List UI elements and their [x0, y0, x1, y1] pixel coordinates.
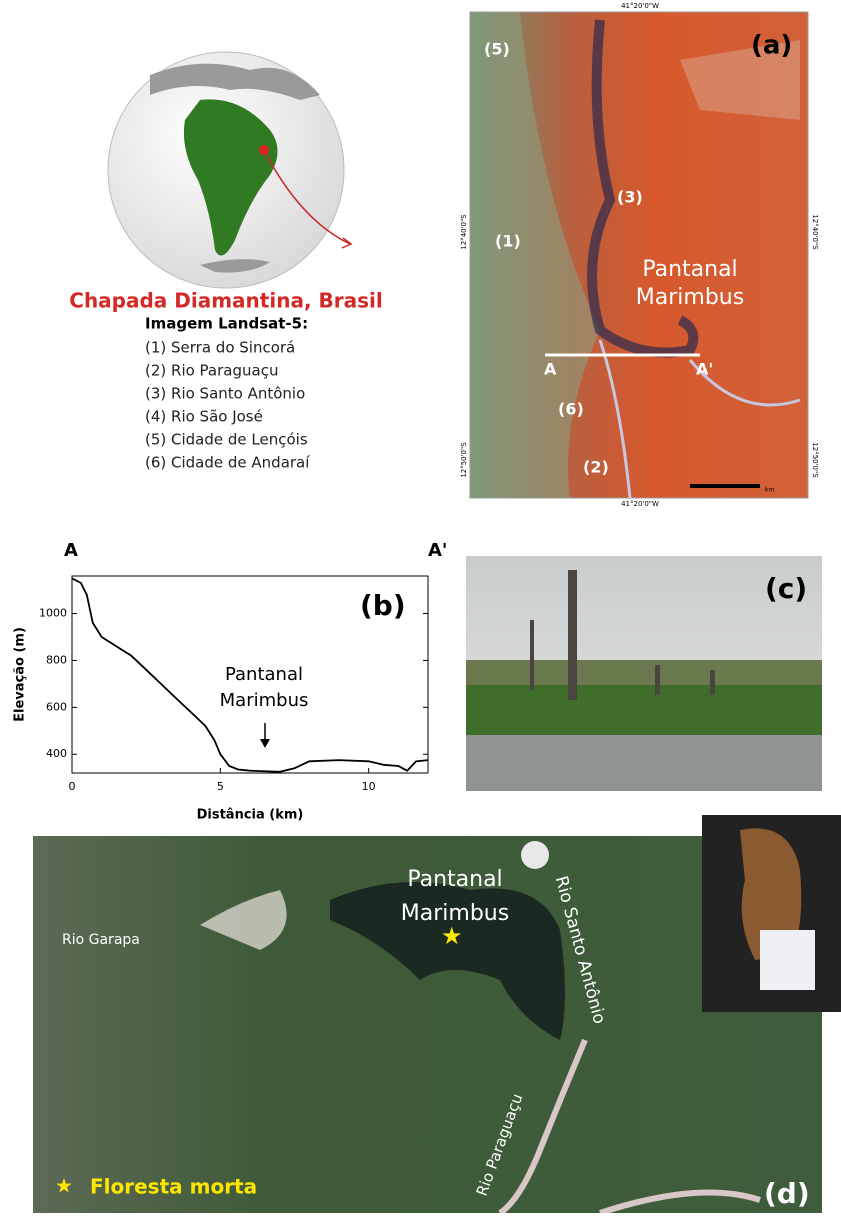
site-label: Pantanal: [642, 257, 737, 282]
x-tick-label: 0: [69, 780, 76, 793]
coordinate: 41°20'0"W: [621, 500, 659, 508]
legend-item: (2) Rio Paraguaçu: [145, 362, 278, 380]
map-mark: (1): [495, 232, 521, 251]
map-mark: (3): [617, 188, 643, 207]
legend-item: (5) Cidade de Lençóis: [145, 431, 308, 449]
dead-forest-star: ★: [441, 922, 463, 950]
legend-star: ★: [55, 1174, 73, 1198]
panel-label: (a): [751, 31, 792, 61]
x-axis-label: Distância (km): [197, 808, 304, 823]
y-tick-label: 800: [46, 653, 67, 666]
river-label: Rio Garapa: [62, 932, 140, 948]
legend-title: Imagem Landsat-5:: [145, 315, 308, 333]
landsat-image: [470, 12, 808, 498]
globe: [108, 52, 351, 288]
section-label: A': [428, 540, 447, 561]
section-label: A: [544, 360, 557, 379]
panel-label: (d): [764, 1177, 810, 1210]
y-tick-label: 400: [46, 747, 67, 760]
panel-label: (c): [765, 572, 807, 605]
profile-chart: 400 600 800 1000 0 5 10 Distância (km) Elevação …: [13, 540, 448, 823]
y-tick-label: 1000: [39, 607, 67, 620]
legend-label: Floresta morta: [90, 1175, 257, 1199]
x-tick-label: 5: [217, 780, 224, 793]
legend-item: (3) Rio Santo Antônio: [145, 385, 305, 403]
legend-item: (6) Cidade de Andaraí: [145, 454, 310, 472]
section-label: A: [64, 540, 78, 561]
site-label: Pantanal: [407, 867, 502, 892]
legend-item: (4) Rio São José: [145, 408, 263, 426]
annotation: Marimbus: [220, 690, 309, 711]
legend-item: (1) Serra do Sincorá: [145, 339, 295, 357]
coordinate: 41°20'0"W: [621, 2, 659, 10]
section-label: A': [696, 360, 713, 379]
x-tick-label: 10: [362, 780, 376, 793]
annotation-arrowhead: [260, 739, 270, 748]
coordinate: 12°50'0"S: [811, 442, 819, 478]
coordinate: 12°40'0"S: [460, 214, 468, 250]
coordinate: 12°40'0"S: [811, 214, 819, 250]
map-mark: (2): [583, 458, 609, 477]
annotation: Pantanal: [225, 664, 303, 685]
scale-unit: km: [765, 487, 774, 494]
globe-caption: Chapada Diamantina, Brasil: [69, 289, 382, 313]
map-mark: (5): [484, 40, 510, 59]
y-tick-label: 600: [46, 700, 67, 713]
coordinate: 12°50'0"S: [460, 442, 468, 478]
figure: Chapada Diamantina, Brasil Imagem Landsa…: [0, 0, 841, 1213]
map-mark: (6): [558, 400, 584, 419]
y-axis-label: Elevação (m): [13, 627, 28, 722]
panel-label: (b): [360, 589, 406, 622]
site-label: Marimbus: [636, 285, 744, 310]
